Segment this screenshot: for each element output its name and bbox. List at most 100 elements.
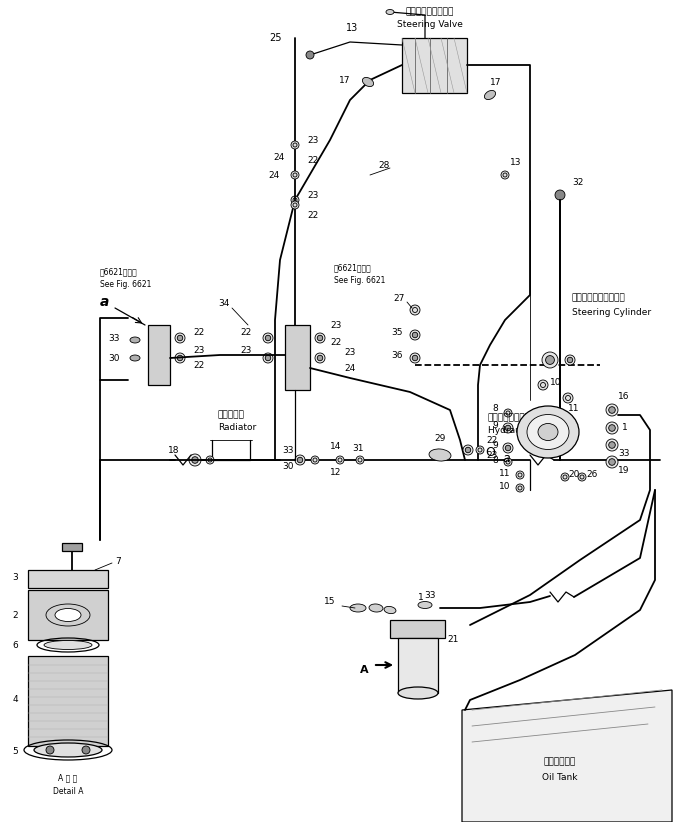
Ellipse shape	[384, 607, 396, 613]
Circle shape	[463, 445, 473, 455]
Text: Detail A: Detail A	[53, 787, 83, 797]
Text: 28: 28	[378, 160, 390, 169]
Circle shape	[561, 473, 569, 481]
Circle shape	[291, 201, 299, 209]
Circle shape	[606, 404, 618, 416]
Text: a: a	[502, 451, 510, 464]
Text: 31: 31	[352, 444, 363, 452]
Text: ステアリングバルブ: ステアリングバルブ	[406, 7, 454, 16]
Text: 7: 7	[115, 557, 121, 566]
Circle shape	[555, 190, 565, 200]
Ellipse shape	[44, 640, 92, 649]
Text: 26: 26	[586, 469, 598, 478]
Text: 23: 23	[307, 136, 318, 145]
Text: a: a	[100, 295, 109, 309]
Ellipse shape	[418, 602, 432, 608]
Text: 19: 19	[618, 465, 629, 474]
Text: A 拡 大: A 拡 大	[58, 774, 78, 783]
Text: 27: 27	[394, 293, 405, 302]
Circle shape	[412, 355, 418, 361]
Circle shape	[291, 196, 299, 204]
Circle shape	[609, 425, 616, 432]
Text: 33: 33	[425, 590, 436, 599]
Text: 22: 22	[193, 361, 204, 370]
Circle shape	[306, 51, 314, 59]
Circle shape	[565, 355, 575, 365]
Circle shape	[263, 353, 273, 363]
Circle shape	[476, 446, 484, 454]
Text: 23: 23	[193, 345, 204, 354]
Circle shape	[175, 333, 185, 343]
Circle shape	[265, 335, 271, 341]
Text: 4: 4	[12, 695, 18, 704]
Circle shape	[263, 333, 273, 343]
Circle shape	[297, 457, 303, 463]
Text: 10: 10	[550, 377, 561, 386]
Text: 2: 2	[12, 611, 18, 620]
Text: 14: 14	[330, 441, 341, 450]
Text: 35: 35	[392, 327, 403, 336]
Text: 15: 15	[324, 598, 335, 607]
Text: 3: 3	[12, 574, 18, 583]
Circle shape	[410, 305, 420, 315]
Text: 34: 34	[218, 298, 229, 307]
Text: 24: 24	[273, 153, 285, 161]
Text: 33: 33	[108, 334, 120, 343]
Text: 5: 5	[12, 747, 18, 756]
Circle shape	[412, 332, 418, 338]
Ellipse shape	[369, 604, 383, 612]
Polygon shape	[462, 690, 672, 822]
Text: 8: 8	[493, 455, 498, 464]
Ellipse shape	[429, 449, 451, 461]
Text: 22: 22	[486, 436, 497, 445]
Bar	[62, 543, 82, 551]
Text: ラジエータ: ラジエータ	[218, 410, 245, 419]
Text: 23: 23	[330, 321, 341, 330]
Text: See Fig. 6621: See Fig. 6621	[334, 275, 385, 284]
Text: 33: 33	[618, 449, 629, 458]
Ellipse shape	[398, 687, 438, 699]
Text: 23: 23	[307, 191, 318, 200]
Bar	[28, 590, 108, 640]
Text: 30: 30	[108, 353, 120, 363]
Text: 33: 33	[282, 446, 293, 455]
Circle shape	[46, 746, 54, 754]
Text: 23: 23	[344, 348, 355, 357]
Text: 30: 30	[282, 461, 293, 470]
Circle shape	[206, 456, 214, 464]
Circle shape	[336, 456, 344, 464]
Ellipse shape	[484, 90, 495, 99]
Circle shape	[317, 335, 323, 341]
Text: 10: 10	[499, 482, 510, 491]
Text: 1: 1	[622, 423, 628, 432]
Circle shape	[295, 455, 305, 465]
Text: 第6621図参照: 第6621図参照	[100, 267, 138, 276]
Ellipse shape	[538, 423, 558, 441]
Text: 6: 6	[12, 640, 18, 649]
Circle shape	[505, 446, 510, 450]
Text: 23: 23	[486, 450, 497, 459]
Text: 17: 17	[339, 76, 350, 85]
Text: 29: 29	[434, 433, 446, 442]
Circle shape	[542, 352, 558, 368]
Ellipse shape	[55, 608, 81, 621]
Circle shape	[538, 380, 548, 390]
Circle shape	[503, 423, 513, 433]
Text: See Fig. 6621: See Fig. 6621	[100, 279, 151, 289]
Text: 25: 25	[269, 33, 281, 43]
Text: 24: 24	[344, 363, 355, 372]
Text: 第6621図参照: 第6621図参照	[334, 264, 372, 273]
Circle shape	[311, 456, 319, 464]
Text: 12: 12	[330, 468, 341, 477]
Circle shape	[291, 141, 299, 149]
Circle shape	[189, 454, 201, 466]
Bar	[28, 656, 108, 746]
Circle shape	[177, 355, 183, 361]
Text: 22: 22	[193, 327, 204, 336]
Bar	[402, 38, 467, 93]
Circle shape	[505, 425, 510, 431]
Text: Oil Tank: Oil Tank	[542, 774, 578, 783]
Text: 23: 23	[240, 345, 252, 354]
Ellipse shape	[527, 414, 569, 450]
Circle shape	[410, 353, 420, 363]
